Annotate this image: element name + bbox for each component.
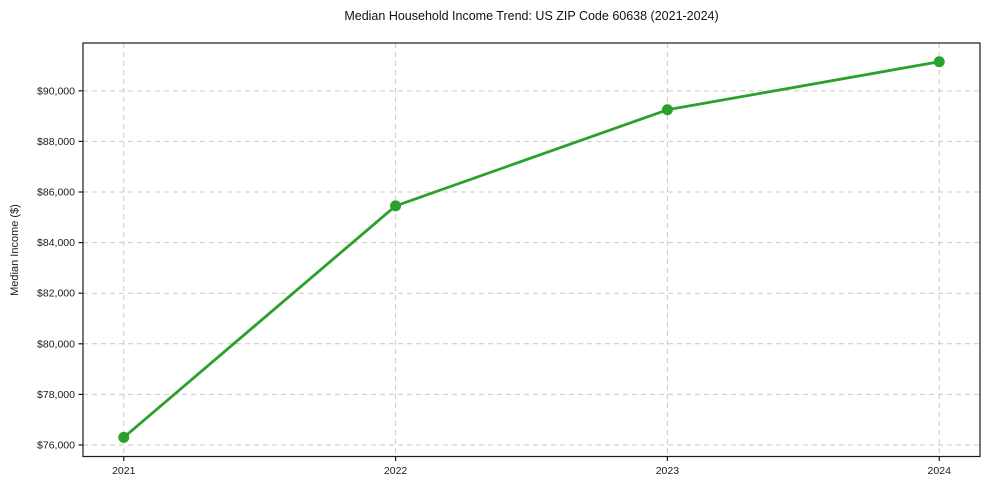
data-point	[661, 104, 673, 116]
y-tick-label: $90,000	[37, 85, 75, 97]
y-tick-label: $88,000	[37, 136, 75, 148]
y-tick-label: $86,000	[37, 187, 75, 199]
y-tick-label: $82,000	[37, 288, 75, 300]
y-tick-label: $76,000	[37, 439, 75, 451]
x-tick-label: 2024	[928, 465, 952, 477]
y-tick-label: $78,000	[37, 389, 75, 401]
y-tick-label: $80,000	[37, 338, 75, 350]
trend-line	[122, 60, 941, 439]
x-tick-label: 2021	[112, 465, 136, 477]
chart-title: Median Household Income Trend: US ZIP Co…	[344, 9, 719, 23]
y-axis-label: Median Income ($)	[9, 204, 21, 296]
x-tick-label: 2022	[384, 465, 408, 477]
data-point	[390, 200, 402, 212]
data-point	[933, 56, 945, 68]
plot-border	[82, 42, 981, 458]
data-point	[118, 431, 130, 443]
x-tick-label: 2023	[656, 465, 680, 477]
y-tick-label: $84,000	[37, 237, 75, 249]
